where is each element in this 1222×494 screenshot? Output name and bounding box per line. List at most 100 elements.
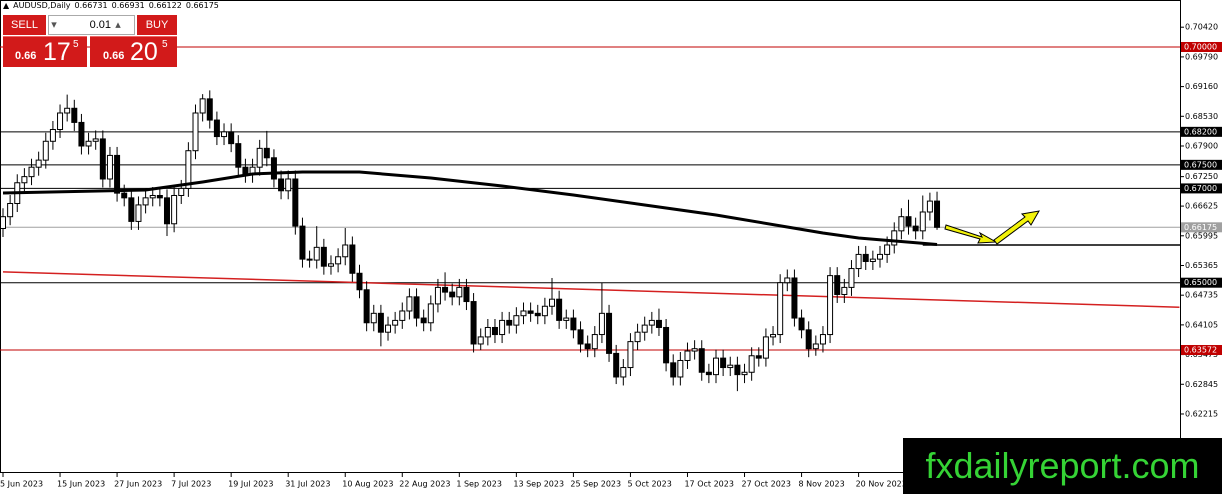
candle-body	[634, 331, 641, 343]
candle-body	[513, 315, 520, 326]
sell-button[interactable]: SELL	[3, 15, 46, 35]
candle-body	[663, 326, 670, 364]
candle-body	[698, 348, 705, 373]
candle-body	[484, 326, 491, 338]
y-tick-label: 0.67900	[1185, 141, 1218, 150]
candle-body	[463, 286, 470, 303]
x-tick-label: 7 Jul 2023	[171, 480, 211, 489]
buy-price[interactable]: 0.66 20 5	[90, 36, 177, 67]
x-tick-label: 20 Nov 2023	[856, 480, 907, 489]
candle-body	[78, 121, 85, 147]
candle-body	[356, 272, 363, 291]
candle-body	[919, 211, 926, 232]
candle-body	[106, 154, 113, 180]
candle-body	[798, 317, 805, 331]
y-tick-label: 0.69160	[1185, 82, 1218, 91]
y-tick-label: 0.62215	[1185, 409, 1218, 418]
candle-body	[684, 350, 691, 361]
x-tick-label: 10 Aug 2023	[342, 480, 393, 489]
candle-body	[720, 357, 727, 369]
candle-body	[92, 138, 99, 142]
candle-body	[242, 166, 249, 175]
y-tick-label: 0.64105	[1185, 320, 1218, 329]
watermark: fxdailyreport.com	[903, 438, 1222, 494]
candle-body	[270, 157, 277, 180]
candle-body	[114, 154, 121, 194]
candle-body	[691, 348, 698, 352]
lot-value: 0.01	[89, 19, 111, 31]
candle-body	[855, 253, 862, 270]
candle-body	[805, 329, 812, 350]
y-tick-label: 0.67250	[1185, 172, 1218, 181]
ohlc: 0.66731	[74, 1, 108, 10]
candle-body	[648, 319, 655, 326]
x-tick-label: 17 Oct 2023	[684, 480, 733, 489]
candle-body	[292, 178, 299, 227]
price-prefix: 0.66	[15, 50, 37, 62]
symbol: AUDUSD,Daily	[13, 1, 71, 10]
candle-body	[278, 178, 285, 192]
candle-body	[570, 317, 577, 331]
candle-body	[876, 253, 883, 260]
candle-body	[641, 324, 648, 333]
candle-body	[791, 277, 798, 319]
level-label-box	[1181, 345, 1222, 356]
lot-field[interactable]: ▾ 0.01 ▴	[48, 15, 135, 35]
ohlc: 0.66122	[148, 1, 182, 10]
level-label-box	[1181, 277, 1222, 288]
level-label: 0.67500	[1184, 160, 1217, 169]
sell-price[interactable]: 0.66 17 5	[3, 36, 87, 67]
candle-body	[392, 319, 399, 326]
candle-body	[534, 312, 541, 317]
candle-body	[206, 98, 213, 121]
candle-body	[819, 334, 826, 345]
candle-body	[135, 204, 142, 222]
candle-body	[171, 194, 178, 225]
level-label: 0.66175	[1184, 223, 1217, 232]
candle-body	[178, 187, 185, 196]
trend-line	[2, 271, 1180, 308]
price-main: 20	[130, 38, 158, 66]
candle-body	[449, 291, 456, 298]
candle-body	[727, 364, 734, 369]
candle-body	[185, 150, 192, 189]
candle-body	[406, 296, 413, 312]
candle-body	[741, 371, 748, 376]
candle-body	[812, 343, 819, 350]
candle-body	[627, 341, 634, 369]
candle-body	[363, 289, 370, 324]
candle-body	[491, 326, 498, 336]
candle-body	[499, 319, 506, 336]
y-tick-label: 0.68530	[1185, 112, 1218, 121]
candle-body	[556, 298, 563, 321]
candle-body	[121, 192, 128, 199]
candle-body	[884, 244, 891, 255]
buy-button[interactable]: BUY	[137, 15, 177, 35]
candle-body	[613, 352, 620, 378]
candle-body	[848, 268, 855, 288]
candle-body	[869, 258, 876, 262]
candle-body	[905, 216, 912, 227]
candle-body	[584, 343, 591, 350]
y-tick-label: 0.70420	[1185, 23, 1218, 32]
candle-body	[163, 197, 170, 225]
arrows	[944, 210, 1040, 245]
x-tick-label: 5 Jun 2023	[0, 480, 43, 489]
candle-body	[770, 334, 777, 338]
candle-body	[327, 263, 334, 267]
ohlc: 0.66931	[111, 1, 145, 10]
candle-body	[891, 230, 898, 246]
x-tick-label: 19 Jul 2023	[228, 480, 273, 489]
candle-body	[541, 305, 548, 317]
level-label: 0.70000	[1184, 42, 1217, 51]
candle-body	[620, 367, 627, 378]
y-tick-label: 0.66625	[1185, 202, 1218, 211]
candle-body	[299, 225, 306, 260]
price-main: 17	[43, 38, 71, 66]
level-label: 0.68200	[1184, 127, 1217, 136]
y-tick-label: 0.62845	[1185, 380, 1218, 389]
candle-body	[563, 317, 570, 321]
candle-body	[926, 200, 933, 213]
price-sup: 5	[162, 39, 168, 50]
candle-body	[342, 244, 349, 258]
